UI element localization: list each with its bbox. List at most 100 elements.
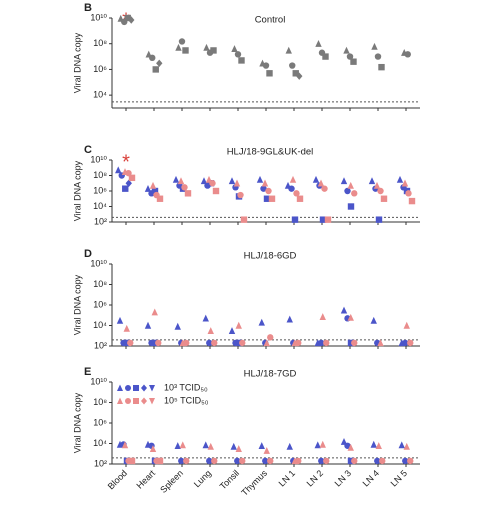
marker bbox=[379, 457, 386, 465]
marker bbox=[285, 46, 292, 54]
y-axis-label: Viral DNA copy bbox=[72, 392, 82, 453]
x-tick-label: Heart bbox=[134, 468, 157, 491]
marker bbox=[289, 175, 297, 183]
marker bbox=[122, 185, 129, 192]
marker bbox=[260, 185, 267, 192]
marker bbox=[286, 442, 293, 450]
marker bbox=[347, 313, 354, 321]
legend-swatch bbox=[141, 384, 147, 392]
marker bbox=[258, 442, 265, 449]
x-tick-label: Spleen bbox=[158, 468, 185, 495]
marker bbox=[340, 437, 348, 445]
y-tick-label: 10⁸ bbox=[93, 279, 107, 289]
legend-swatch bbox=[125, 385, 131, 391]
marker bbox=[407, 457, 414, 465]
marker bbox=[262, 457, 269, 465]
y-tick-label: 10² bbox=[94, 458, 107, 468]
y-tick-label: 10⁶ bbox=[93, 185, 107, 195]
marker bbox=[151, 308, 158, 316]
marker bbox=[347, 339, 355, 347]
marker bbox=[231, 45, 238, 53]
marker bbox=[319, 313, 326, 321]
marker bbox=[344, 187, 351, 195]
y-tick-label: 10⁴ bbox=[93, 438, 107, 448]
marker bbox=[235, 445, 242, 453]
legend-label: 10⁵ TCID₅₀ bbox=[164, 395, 209, 405]
marker bbox=[403, 321, 410, 329]
marker bbox=[123, 324, 130, 332]
marker bbox=[182, 47, 189, 54]
x-tick-label: LN 3 bbox=[333, 468, 354, 489]
marker bbox=[292, 70, 299, 77]
y-tick-label: 10⁶ bbox=[93, 299, 107, 309]
marker bbox=[178, 457, 185, 465]
marker bbox=[344, 442, 351, 449]
marker bbox=[211, 457, 218, 465]
panel-letter: D bbox=[84, 248, 92, 260]
marker bbox=[347, 181, 354, 189]
y-tick-label: 10⁸ bbox=[93, 170, 107, 180]
marker bbox=[179, 441, 186, 449]
marker bbox=[324, 216, 332, 223]
marker bbox=[202, 441, 209, 449]
marker bbox=[207, 327, 214, 335]
marker bbox=[234, 51, 242, 58]
marker bbox=[144, 321, 152, 329]
marker bbox=[318, 457, 325, 465]
marker bbox=[375, 442, 382, 449]
marker bbox=[267, 334, 274, 341]
x-tick-label: Thymus bbox=[239, 468, 269, 498]
marker bbox=[312, 175, 320, 183]
annotation: * bbox=[122, 151, 130, 173]
marker bbox=[237, 191, 244, 199]
marker bbox=[233, 179, 241, 187]
marker bbox=[183, 339, 190, 347]
marker bbox=[203, 43, 210, 51]
marker bbox=[266, 70, 273, 77]
panel-letter: B bbox=[84, 2, 92, 14]
y-axis-label: Viral DNA copy bbox=[72, 160, 82, 221]
chart-title: HLJ/18-9GL&UK-del bbox=[227, 147, 314, 158]
marker bbox=[405, 190, 412, 197]
marker bbox=[183, 457, 190, 465]
marker bbox=[265, 187, 272, 195]
marker bbox=[380, 195, 388, 202]
marker bbox=[318, 339, 325, 347]
marker bbox=[343, 46, 350, 54]
marker bbox=[212, 187, 220, 195]
marker bbox=[228, 177, 236, 185]
y-tick-label: 10⁴ bbox=[93, 320, 107, 330]
marker bbox=[374, 457, 381, 465]
x-tick-label: Lung bbox=[192, 468, 213, 489]
marker bbox=[340, 177, 348, 185]
marker bbox=[374, 53, 382, 60]
legend-swatch bbox=[117, 384, 123, 391]
marker bbox=[289, 62, 296, 69]
marker bbox=[209, 180, 216, 187]
marker bbox=[206, 457, 213, 465]
marker bbox=[268, 195, 276, 202]
marker bbox=[174, 442, 181, 449]
marker bbox=[128, 457, 136, 465]
marker bbox=[293, 190, 300, 197]
marker bbox=[347, 457, 355, 465]
marker bbox=[238, 57, 245, 64]
marker bbox=[149, 181, 157, 189]
x-tick-label: LN 4 bbox=[361, 468, 382, 489]
chart-title: Control bbox=[255, 15, 286, 26]
marker bbox=[407, 339, 414, 347]
marker bbox=[239, 339, 246, 347]
y-axis-label: Viral DNA copy bbox=[72, 32, 82, 93]
marker bbox=[174, 322, 181, 330]
marker bbox=[210, 47, 217, 54]
marker bbox=[177, 177, 185, 185]
legend-swatch bbox=[149, 398, 155, 405]
x-tick-label: Tonsil bbox=[218, 468, 241, 491]
marker bbox=[178, 38, 186, 45]
marker bbox=[127, 339, 134, 347]
marker bbox=[181, 184, 188, 191]
marker bbox=[288, 185, 295, 192]
legend-swatch bbox=[149, 385, 155, 392]
marker bbox=[351, 339, 358, 347]
